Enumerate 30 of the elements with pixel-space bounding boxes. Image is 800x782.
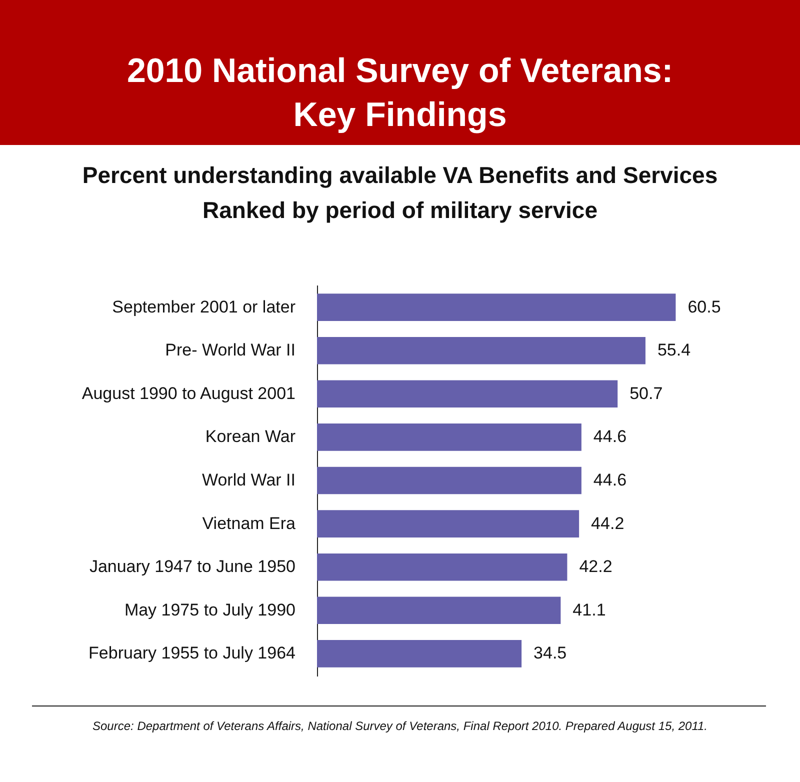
y-tick-label: World War II	[202, 470, 296, 490]
chart-subtitle: Percent understanding available VA Benefits and Services Ranked by period of military service	[82, 162, 718, 223]
data-label: 41.1	[572, 600, 606, 620]
bar	[317, 640, 522, 668]
y-tick-label: September 2001 or later	[112, 297, 296, 316]
bar	[317, 466, 582, 494]
y-tick-label: February 1955 to July 1964	[88, 644, 296, 663]
chart-title: 2010 National Survey of Veterans: Key Findings	[126, 52, 674, 134]
data-label: 34.5	[534, 644, 567, 663]
y-tick-label: Pre- World War II	[165, 340, 296, 360]
y-tick-label: Korean War	[205, 427, 296, 446]
data-label: 55.4	[657, 340, 691, 360]
bar	[317, 553, 568, 581]
data-label: 42.2	[579, 557, 612, 576]
bar	[317, 424, 582, 451]
bar	[317, 336, 646, 364]
bar	[317, 596, 561, 624]
bar	[317, 510, 580, 538]
y-tick-label: August 1990 to August 2001	[82, 384, 296, 403]
y-tick-label: May 1975 to July 1990	[124, 600, 296, 620]
data-label: 60.5	[688, 297, 721, 316]
data-label: 44.6	[593, 470, 627, 490]
data-label: 44.6	[593, 427, 627, 446]
data-label: 44.2	[591, 514, 624, 533]
y-tick-label: Vietnam Era	[202, 514, 296, 533]
source-note: Source: Department of Veterans Affairs, National Survey of Veterans, Final Report 2010. Prepared August 15, 2011.	[92, 719, 708, 733]
bar	[317, 294, 676, 321]
bar	[317, 380, 618, 408]
y-tick-label: January 1947 to June 1950	[89, 557, 296, 576]
data-label: 50.7	[630, 384, 663, 403]
